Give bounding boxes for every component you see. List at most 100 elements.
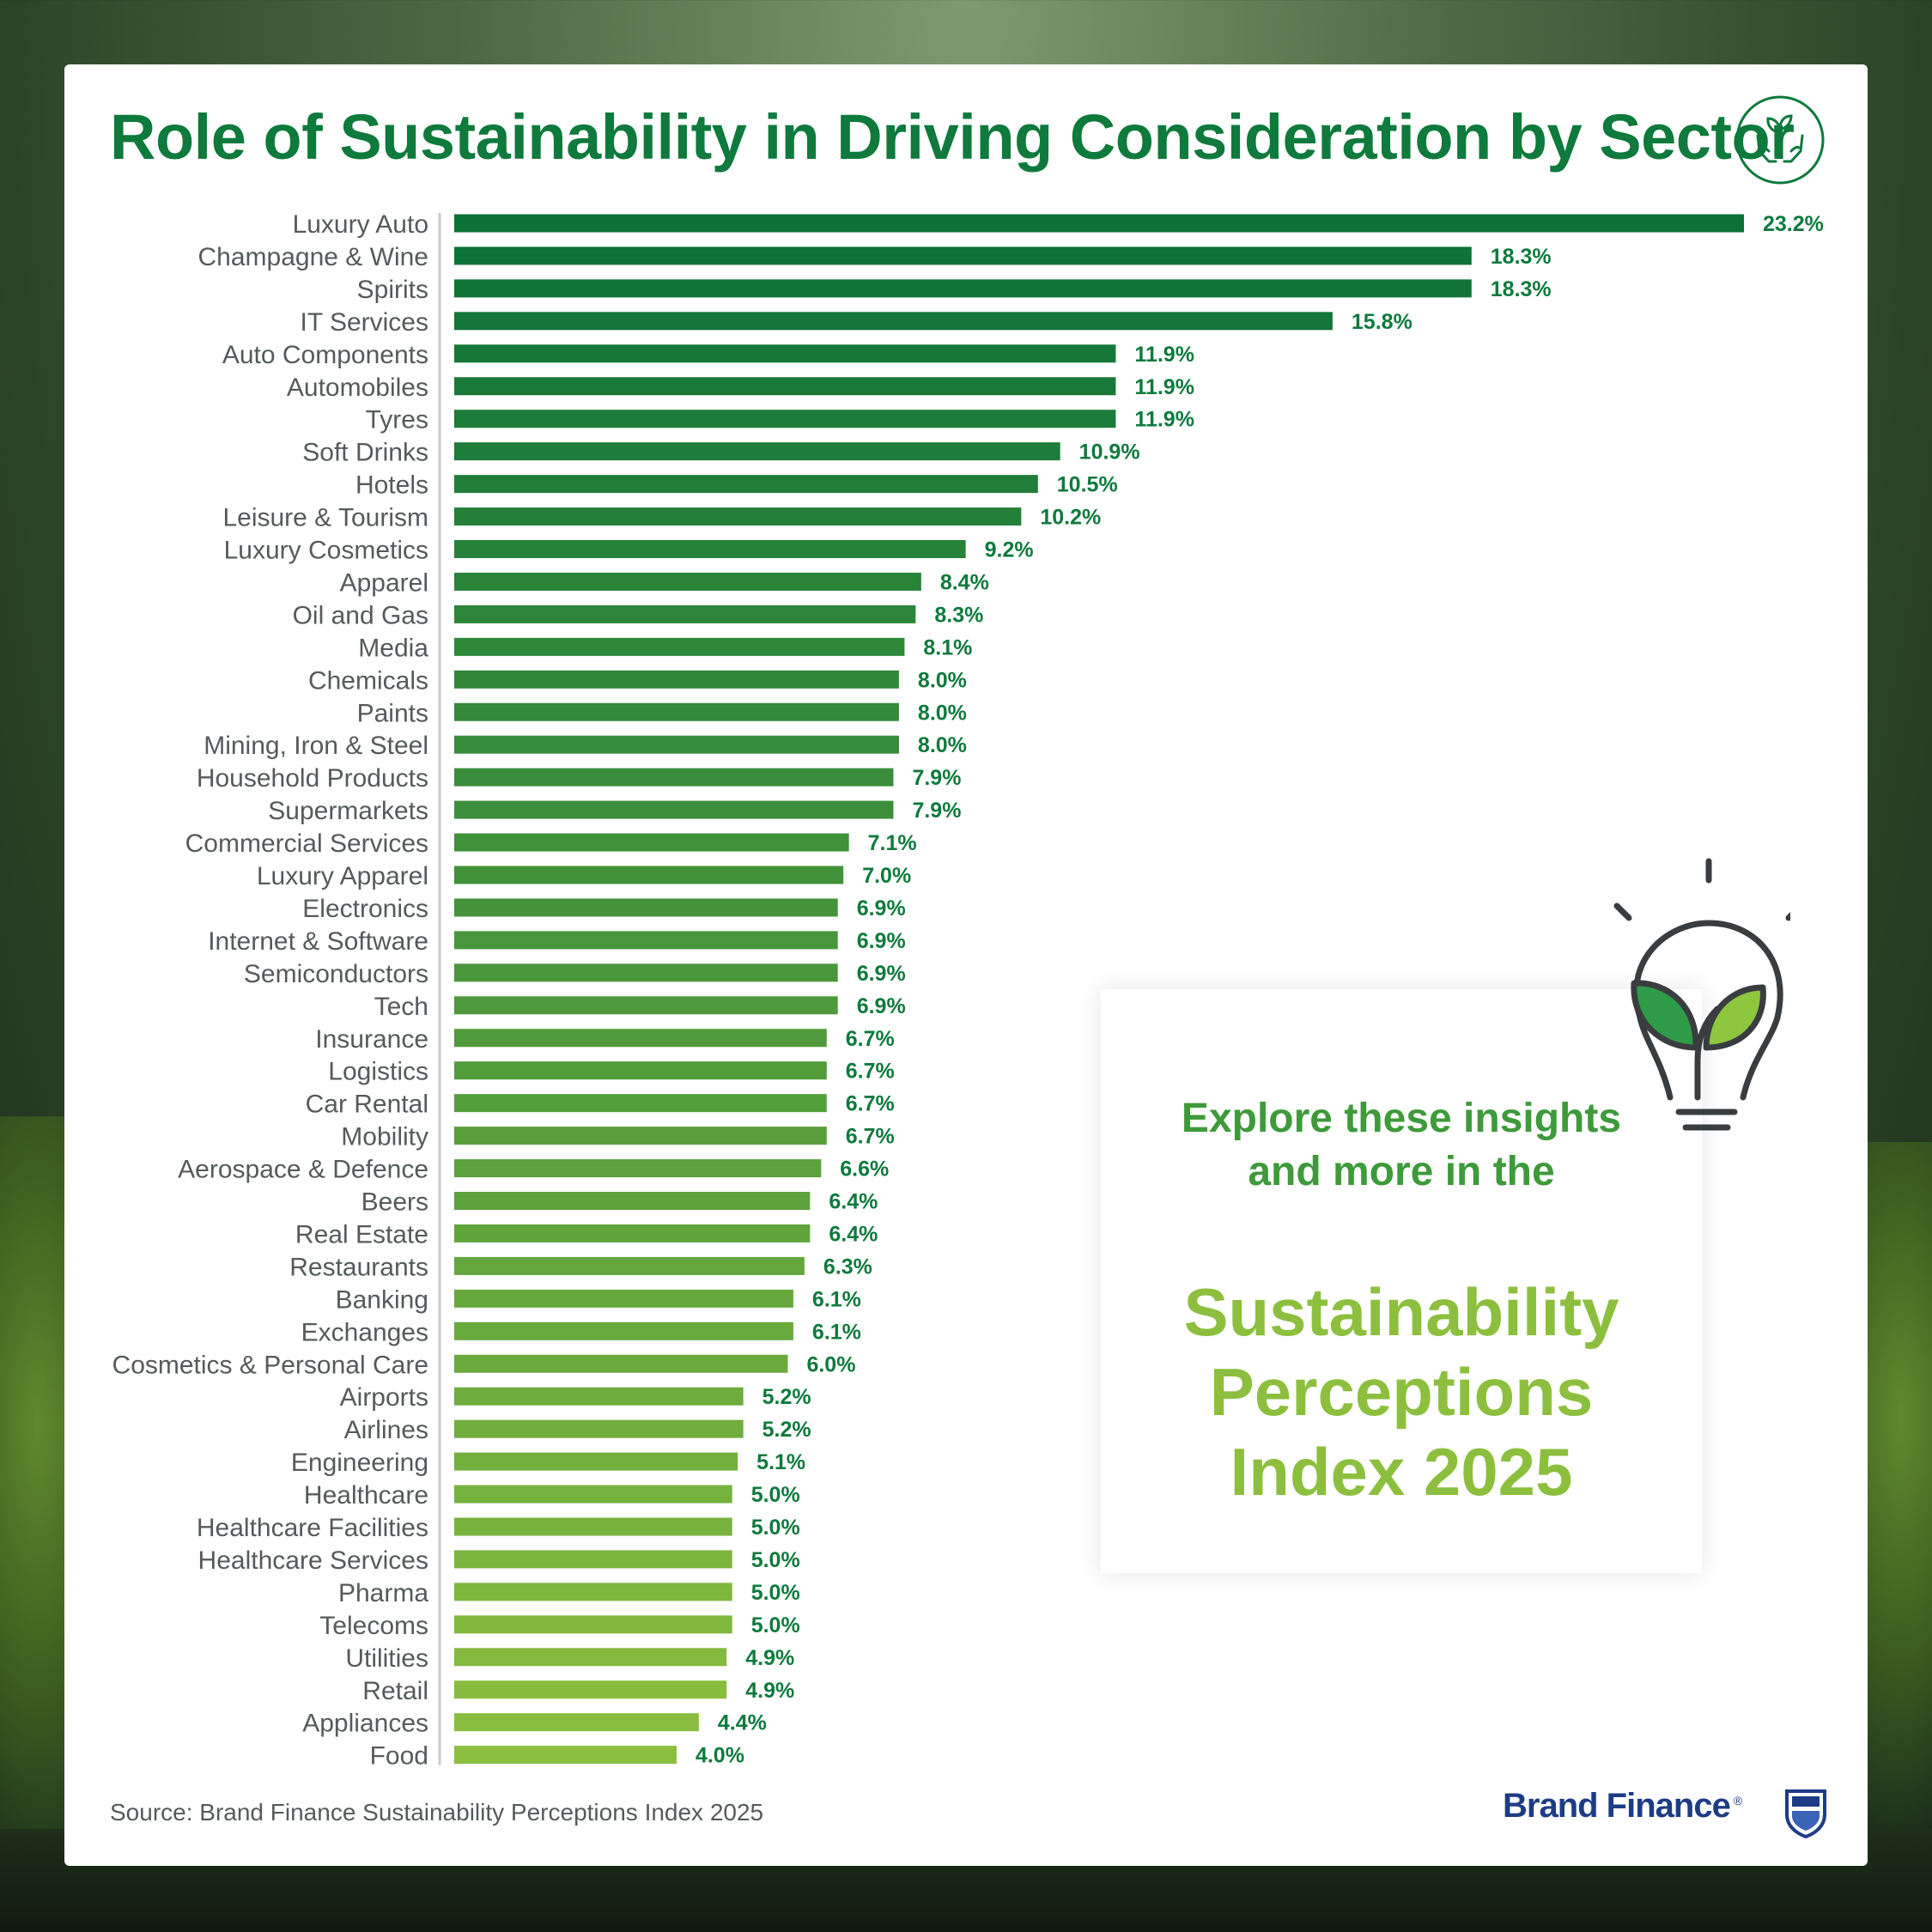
bar [454, 898, 838, 917]
value-label: 10.9% [1079, 440, 1140, 465]
category-label: Luxury Cosmetics [224, 537, 428, 565]
bar [454, 214, 1744, 233]
bar [454, 605, 916, 623]
value-label: 7.9% [912, 799, 961, 823]
category-label: Paints [357, 699, 428, 727]
category-label: Oil and Gas [293, 601, 428, 629]
bar [454, 1321, 793, 1340]
value-label: 6.9% [857, 929, 906, 953]
value-label: 5.1% [756, 1450, 805, 1474]
bar [454, 1485, 732, 1504]
promo-title-line1: Sustainability [1183, 1274, 1619, 1350]
category-label: Appliances [302, 1710, 428, 1738]
category-label: Mobility [341, 1123, 428, 1151]
category-label: IT Services [301, 308, 429, 337]
value-label: 6.4% [829, 1190, 878, 1214]
bar [454, 410, 1116, 428]
bar [454, 1354, 788, 1373]
category-label: Telecoms [319, 1612, 428, 1640]
bar [454, 768, 894, 787]
value-label: 9.2% [985, 538, 1034, 562]
bar [454, 735, 899, 754]
shield-crest-icon [1785, 1789, 1826, 1838]
value-label: 8.0% [918, 701, 967, 725]
bar [454, 312, 1333, 331]
value-label: 6.1% [812, 1320, 861, 1344]
value-label: 4.4% [718, 1711, 767, 1735]
category-label: Luxury Apparel [257, 862, 428, 890]
bar [454, 1192, 811, 1210]
bar-chart: Luxury Auto 23.2% Champagne & Wine 18.3% Spi… [112, 210, 1824, 1771]
category-label: Supermarkets [268, 797, 428, 825]
value-label: 6.6% [840, 1157, 889, 1182]
bar [454, 1648, 727, 1667]
bar [454, 1680, 727, 1699]
bar [454, 1094, 827, 1113]
category-label: Media [358, 634, 428, 662]
value-label: 10.5% [1057, 473, 1118, 497]
promo-title-line2: Perceptions [1209, 1354, 1594, 1430]
value-label: 7.9% [912, 766, 961, 790]
category-label: Tech [374, 993, 428, 1021]
category-label: Healthcare Services [198, 1546, 428, 1575]
bar [454, 833, 849, 852]
category-label: Airports [340, 1383, 428, 1412]
promo-title: Sustainability Perceptions Index 2025 [1101, 1273, 1702, 1512]
chart-title: Role of Sustainability in Driving Consid… [110, 101, 1795, 173]
category-label: Banking [336, 1285, 428, 1314]
value-label: 18.3% [1491, 245, 1552, 269]
bar [454, 670, 899, 689]
value-label: 6.0% [806, 1352, 855, 1376]
category-label: Food [370, 1742, 428, 1771]
bar [454, 866, 844, 884]
promo-title-line3: Index 2025 [1230, 1434, 1573, 1510]
lightbulb-with-leaves-icon [1613, 858, 1790, 1131]
category-label: Mining, Iron & Steel [204, 732, 428, 760]
bar [454, 1452, 738, 1471]
category-label: Tyres [366, 406, 428, 434]
bar [454, 246, 1472, 265]
value-label: 5.2% [762, 1418, 811, 1442]
value-label: 6.7% [846, 1060, 895, 1084]
category-label: Exchanges [301, 1318, 428, 1346]
category-label: Spirits [357, 276, 428, 304]
source-note: Source: Brand Finance Sustainability Per… [110, 1799, 764, 1826]
category-label: Soft Drinks [302, 439, 428, 467]
value-label: 6.7% [846, 1092, 895, 1116]
bar [454, 507, 1022, 526]
bar [454, 442, 1060, 461]
value-label: 11.9% [1134, 408, 1194, 432]
category-label: Household Products [197, 764, 428, 793]
value-label: 10.2% [1040, 506, 1101, 530]
category-label: Pharma [338, 1579, 428, 1607]
bar [454, 1746, 677, 1765]
bar [454, 996, 838, 1015]
bar [454, 279, 1472, 298]
bar [454, 1224, 811, 1242]
value-label: 4.9% [745, 1679, 794, 1703]
bar [454, 475, 1038, 494]
bar [454, 1061, 827, 1080]
category-label: Luxury Auto [293, 210, 428, 239]
value-label: 6.9% [857, 994, 906, 1018]
promo-intro: Explore these insights and more in the [1101, 1092, 1702, 1199]
category-label: Aerospace & Defence [178, 1156, 428, 1184]
value-label: 8.0% [918, 668, 967, 692]
value-label: 6.7% [846, 1027, 895, 1051]
category-label: Healthcare [304, 1481, 428, 1510]
infographic-card: Role of Sustainability in Driving Consid… [64, 64, 1868, 1866]
bar [454, 800, 894, 819]
category-label: Chemicals [308, 666, 428, 695]
value-label: 7.1% [868, 831, 917, 855]
value-label: 18.3% [1491, 277, 1552, 301]
category-label: Semiconductors [244, 960, 428, 988]
bar [454, 931, 838, 950]
category-label: Automobiles [287, 374, 428, 402]
value-label: 4.9% [745, 1646, 794, 1670]
bar [454, 963, 838, 982]
bar [454, 1419, 744, 1438]
category-label: Hotels [355, 471, 428, 500]
promo-box: Explore these insights and more in the S… [1101, 989, 1702, 1573]
bar [454, 702, 899, 721]
category-label: Commercial Services [185, 829, 428, 858]
